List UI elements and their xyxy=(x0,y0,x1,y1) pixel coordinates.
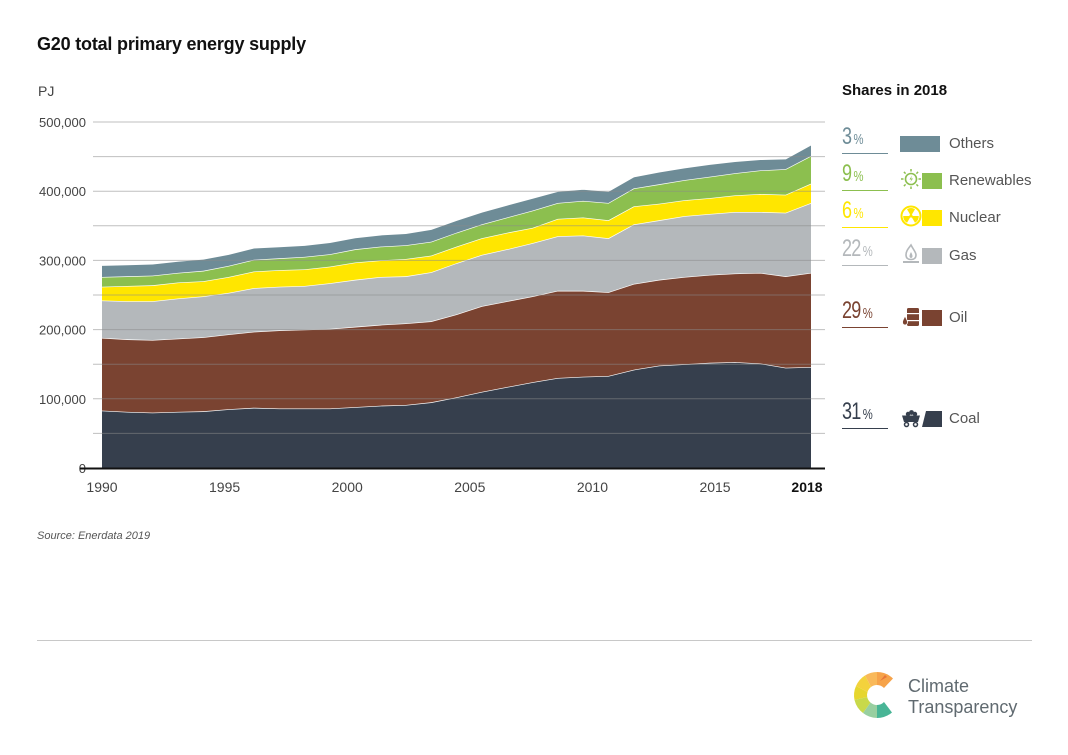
legend-item-others: 3% Others xyxy=(842,124,1062,154)
footer-divider xyxy=(37,640,1032,641)
legend-percent: 9% xyxy=(842,160,864,187)
radiation-icon xyxy=(900,205,922,227)
y-tick-label: 200,000 xyxy=(39,323,86,338)
area-nuclear xyxy=(102,183,811,302)
gas-flame-icon xyxy=(903,243,919,263)
legend-underline xyxy=(842,189,888,191)
area-others xyxy=(102,144,811,277)
legend-percent: 6% xyxy=(842,197,864,224)
gridlines xyxy=(93,121,825,434)
legend-percent: 29% xyxy=(842,297,873,324)
legend-swatch-coal xyxy=(922,411,942,427)
legend-percent: 31% xyxy=(842,398,873,425)
legend-label: Others xyxy=(949,135,995,152)
legend-underline xyxy=(842,264,888,266)
y-tick-label: 400,000 xyxy=(39,184,86,199)
legend-label: Coal xyxy=(949,410,980,427)
sun-bolt-icon xyxy=(901,169,921,189)
chart-title: G20 total primary energy supply xyxy=(37,34,306,54)
y-tick-label: 500,000 xyxy=(39,115,86,130)
x-tick-label: 2010 xyxy=(577,479,608,495)
logo-text: Climate Transparency xyxy=(908,676,1017,718)
legend-title: Shares in 2018 xyxy=(842,82,948,99)
legend-underline xyxy=(842,226,888,228)
area-coal xyxy=(102,362,811,468)
x-tick-label: 2000 xyxy=(332,479,363,495)
legend-percent: 3% xyxy=(842,123,864,150)
legend-label: Oil xyxy=(949,309,968,326)
legend-item-oil: 29% Oil xyxy=(842,298,1062,328)
x-tick-label: 2015 xyxy=(699,479,730,495)
y-tick-label: 100,000 xyxy=(39,392,86,407)
x-tick-label: 1990 xyxy=(86,479,117,495)
area-layers xyxy=(101,144,812,468)
x-tick-label: 2018 xyxy=(791,479,822,495)
x-tick-label: 1995 xyxy=(209,479,240,495)
legend-percent: 22% xyxy=(842,235,873,262)
logo-line-2: Transparency xyxy=(908,697,1018,717)
y-tick-label: 300,000 xyxy=(39,253,86,268)
legend-swatch-others xyxy=(900,136,940,152)
climate-transparency-logo-icon xyxy=(854,672,893,719)
logo-line-1: Climate xyxy=(908,676,970,696)
legend-label: Renewables xyxy=(949,172,1032,189)
legend-label: Nuclear xyxy=(949,209,1001,226)
source-note: Source: Enerdata 2019 xyxy=(37,530,151,542)
legend-swatch-nuclear xyxy=(922,210,942,226)
legend-item-coal: 31% Coal xyxy=(842,399,1062,429)
oil-barrel-icon xyxy=(902,308,919,326)
legend-item-nuclear: 6% Nuclear xyxy=(842,198,1062,228)
legend-underline xyxy=(842,427,888,429)
y-axis-unit: PJ xyxy=(38,83,55,99)
legend-item-renewables: 9% Renewables xyxy=(842,161,1062,191)
legend-label: Gas xyxy=(949,247,977,264)
legend-swatch-renewables xyxy=(922,173,942,189)
legend-underline xyxy=(842,152,888,154)
x-axis-ticks: 1990 1995 2000 2005 2010 2015 2018 xyxy=(86,479,822,495)
legend-swatch-gas xyxy=(922,248,942,264)
legend-swatch-oil xyxy=(922,310,942,326)
area-gas xyxy=(102,203,811,340)
x-tick-label: 2005 xyxy=(454,479,485,495)
legend-underline xyxy=(842,326,888,328)
area-edge-others xyxy=(101,144,812,266)
legend-item-gas: 22% Gas xyxy=(842,236,1062,266)
area-oil xyxy=(102,272,811,413)
coal-cart-icon xyxy=(902,410,920,428)
